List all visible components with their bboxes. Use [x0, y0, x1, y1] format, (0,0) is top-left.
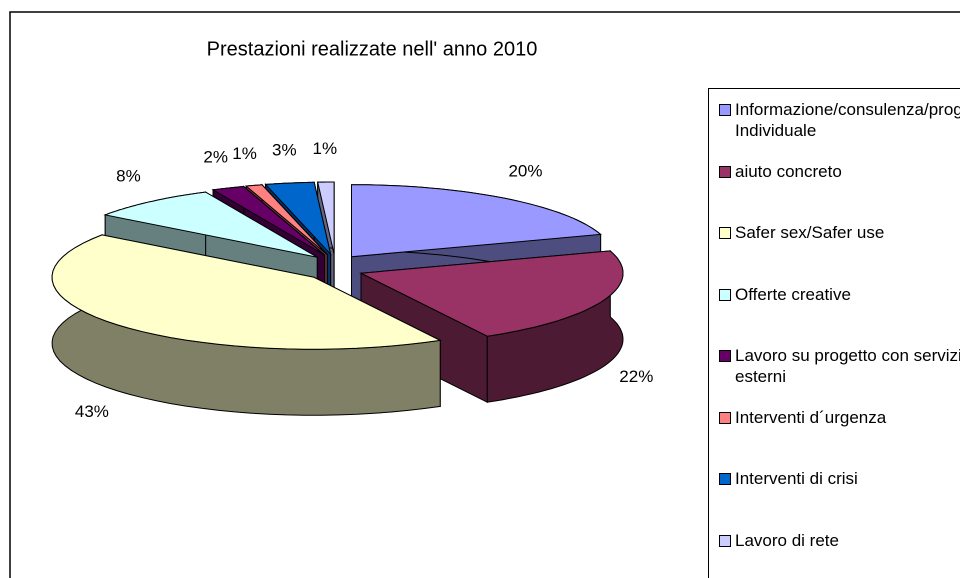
legend: Informazione/consulenza/prog. Individual… — [708, 88, 960, 578]
data-label: 2% — [203, 147, 228, 166]
legend-item: Interventi di crisi — [719, 468, 960, 489]
legend-item: Lavoro su progetto con servizi esterni — [719, 345, 960, 387]
legend-label: Lavoro di rete — [735, 530, 839, 550]
legend-item: aiuto concreto — [719, 161, 960, 182]
slice — [264, 181, 332, 256]
data-label: 22% — [619, 367, 653, 386]
slice — [351, 184, 602, 258]
data-label: 8% — [116, 166, 141, 185]
legend-item: Offerte creative — [719, 284, 960, 305]
legend-label: Lavoro su progetto con servizi esterni — [735, 346, 960, 386]
legend-item: Interventi d´urgenza — [719, 407, 960, 428]
legend-label: Interventi di crisi — [735, 469, 858, 488]
legend-label: Offerte creative — [735, 284, 851, 304]
legend-item: Safer sex/Safer use — [719, 222, 960, 243]
legend-item: Informazione/consulenza/prog. Individual… — [719, 99, 960, 141]
slice — [211, 185, 326, 256]
slice — [103, 191, 318, 258]
legend-item: Lavoro di rete — [719, 530, 960, 551]
legend-label: aiuto concreto — [735, 161, 842, 181]
chart-title: Prestazioni realizzate nell' anno 2010 — [207, 38, 538, 60]
legend-swatch — [719, 350, 731, 362]
slice — [51, 234, 442, 350]
legend-swatch — [719, 104, 731, 116]
legend-label: Safer sex/Safer use — [735, 223, 885, 242]
slice — [317, 181, 335, 255]
data-label: 3% — [272, 141, 297, 160]
legend-label: Informazione/consulenza/prog. Individual… — [735, 100, 960, 140]
legend-swatch — [719, 411, 731, 424]
legend-swatch — [719, 288, 731, 301]
slice — [359, 250, 624, 337]
legend-label: Interventi d´urgenza — [735, 407, 887, 427]
slice — [245, 184, 328, 255]
legend-swatch — [719, 165, 731, 178]
data-label: 43% — [75, 402, 109, 421]
data-label: 1% — [313, 139, 338, 158]
data-label: 20% — [508, 162, 542, 181]
legend-swatch — [719, 473, 731, 485]
legend-swatch — [719, 227, 731, 239]
legend-swatch — [719, 534, 731, 547]
data-label: 1% — [232, 144, 257, 163]
